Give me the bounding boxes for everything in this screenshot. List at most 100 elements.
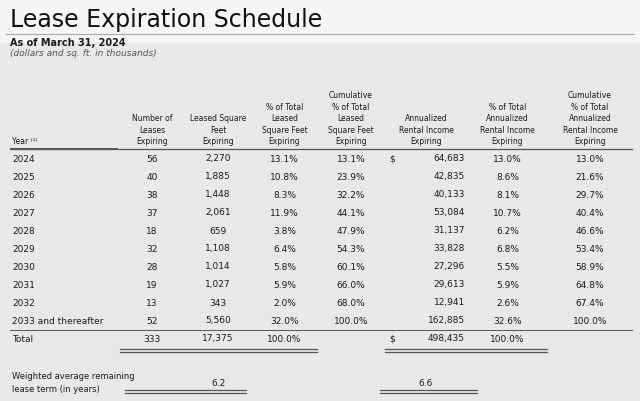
Text: 13.1%: 13.1% xyxy=(337,154,365,164)
Text: 6.8%: 6.8% xyxy=(496,245,519,253)
Text: 100.0%: 100.0% xyxy=(333,316,368,326)
Bar xyxy=(0,43,640,401)
Text: 2027: 2027 xyxy=(12,209,35,217)
Text: 40,133: 40,133 xyxy=(434,190,465,200)
Text: 44.1%: 44.1% xyxy=(337,209,365,217)
Text: $: $ xyxy=(389,334,395,344)
Text: Leased Square
Feet
Expiring: Leased Square Feet Expiring xyxy=(190,114,246,146)
Text: 58.9%: 58.9% xyxy=(575,263,604,271)
Text: 64,683: 64,683 xyxy=(434,154,465,164)
Text: 54.3%: 54.3% xyxy=(337,245,365,253)
Text: 10.7%: 10.7% xyxy=(493,209,522,217)
Text: % of Total
Annualized
Rental Income
Expiring: % of Total Annualized Rental Income Expi… xyxy=(480,103,535,146)
Text: Total: Total xyxy=(12,334,33,344)
Text: 37: 37 xyxy=(147,209,157,217)
Bar xyxy=(10,330,632,348)
Text: 12,941: 12,941 xyxy=(434,298,465,308)
Text: 2032: 2032 xyxy=(12,298,35,308)
Text: 5,560: 5,560 xyxy=(205,316,231,326)
Text: 13.0%: 13.0% xyxy=(493,154,522,164)
Text: 29.7%: 29.7% xyxy=(576,190,604,200)
Text: 10.8%: 10.8% xyxy=(270,172,299,182)
Text: 28: 28 xyxy=(147,263,157,271)
Text: 13.1%: 13.1% xyxy=(270,154,299,164)
Text: 100.0%: 100.0% xyxy=(573,316,607,326)
Text: 2,270: 2,270 xyxy=(205,154,231,164)
Text: 2,061: 2,061 xyxy=(205,209,231,217)
Text: 6.6: 6.6 xyxy=(419,379,433,389)
Text: 53.4%: 53.4% xyxy=(576,245,604,253)
Text: 32.2%: 32.2% xyxy=(337,190,365,200)
Text: 60.1%: 60.1% xyxy=(337,263,365,271)
Text: 38: 38 xyxy=(147,190,157,200)
Text: Number of
Leases
Expiring: Number of Leases Expiring xyxy=(132,114,172,146)
Text: 32: 32 xyxy=(147,245,157,253)
Text: Lease Expiration Schedule: Lease Expiration Schedule xyxy=(10,8,323,32)
Text: 8.3%: 8.3% xyxy=(273,190,296,200)
Text: 1,448: 1,448 xyxy=(205,190,231,200)
Text: 5.9%: 5.9% xyxy=(496,281,519,290)
Text: 1,885: 1,885 xyxy=(205,172,231,182)
Bar xyxy=(10,294,632,312)
Text: 67.4%: 67.4% xyxy=(576,298,604,308)
Text: 2026: 2026 xyxy=(12,190,35,200)
Text: As of March 31, 2024: As of March 31, 2024 xyxy=(10,38,125,48)
Text: 2033 and thereafter: 2033 and thereafter xyxy=(12,316,104,326)
Text: 1,014: 1,014 xyxy=(205,263,231,271)
Text: 47.9%: 47.9% xyxy=(337,227,365,235)
Text: 21.6%: 21.6% xyxy=(576,172,604,182)
Text: Weighted average remaining
lease term (in years): Weighted average remaining lease term (i… xyxy=(12,372,134,393)
Bar xyxy=(10,258,632,276)
Text: 6.4%: 6.4% xyxy=(273,245,296,253)
Text: 19: 19 xyxy=(147,281,157,290)
Text: $: $ xyxy=(389,154,395,164)
Bar xyxy=(10,222,632,240)
Text: Annualized
Rental Income
Expiring: Annualized Rental Income Expiring xyxy=(399,114,453,146)
Text: 2025: 2025 xyxy=(12,172,35,182)
Text: 659: 659 xyxy=(209,227,227,235)
Text: 3.8%: 3.8% xyxy=(273,227,296,235)
Bar xyxy=(10,186,632,204)
Text: 2024: 2024 xyxy=(12,154,35,164)
Text: 31,137: 31,137 xyxy=(433,227,465,235)
Text: 162,885: 162,885 xyxy=(428,316,465,326)
Text: 40: 40 xyxy=(147,172,157,182)
Text: 6.2%: 6.2% xyxy=(496,227,519,235)
Text: 56: 56 xyxy=(147,154,157,164)
Text: 6.2: 6.2 xyxy=(211,379,225,389)
Text: (dollars and sq. ft. in thousands): (dollars and sq. ft. in thousands) xyxy=(10,49,157,58)
Text: 5.5%: 5.5% xyxy=(496,263,519,271)
Text: 5.8%: 5.8% xyxy=(273,263,296,271)
Text: 2031: 2031 xyxy=(12,281,35,290)
Text: 52: 52 xyxy=(147,316,157,326)
Text: 23.9%: 23.9% xyxy=(337,172,365,182)
Text: 29,613: 29,613 xyxy=(434,281,465,290)
Text: 333: 333 xyxy=(143,334,161,344)
Text: 40.4%: 40.4% xyxy=(576,209,604,217)
Text: 1,108: 1,108 xyxy=(205,245,231,253)
Text: 8.6%: 8.6% xyxy=(496,172,519,182)
Text: 11.9%: 11.9% xyxy=(270,209,299,217)
Text: 1,027: 1,027 xyxy=(205,281,231,290)
Text: 66.0%: 66.0% xyxy=(337,281,365,290)
Bar xyxy=(10,150,632,168)
Text: 64.8%: 64.8% xyxy=(576,281,604,290)
Text: 498,435: 498,435 xyxy=(428,334,465,344)
Text: 2029: 2029 xyxy=(12,245,35,253)
Text: 27,296: 27,296 xyxy=(434,263,465,271)
Text: 33,828: 33,828 xyxy=(434,245,465,253)
Text: 100.0%: 100.0% xyxy=(490,334,525,344)
Text: 17,375: 17,375 xyxy=(202,334,234,344)
Text: 2.6%: 2.6% xyxy=(496,298,519,308)
Text: 13.0%: 13.0% xyxy=(575,154,604,164)
Text: 46.6%: 46.6% xyxy=(576,227,604,235)
Text: Cumulative
% of Total
Annualized
Rental Income
Expiring: Cumulative % of Total Annualized Rental … xyxy=(563,91,618,146)
Text: 2.0%: 2.0% xyxy=(273,298,296,308)
Text: 53,084: 53,084 xyxy=(434,209,465,217)
Text: 2030: 2030 xyxy=(12,263,35,271)
Text: 100.0%: 100.0% xyxy=(268,334,301,344)
Text: 68.0%: 68.0% xyxy=(337,298,365,308)
Text: 42,835: 42,835 xyxy=(434,172,465,182)
Text: 8.1%: 8.1% xyxy=(496,190,519,200)
Text: Year ⁽¹⁾: Year ⁽¹⁾ xyxy=(12,137,37,146)
